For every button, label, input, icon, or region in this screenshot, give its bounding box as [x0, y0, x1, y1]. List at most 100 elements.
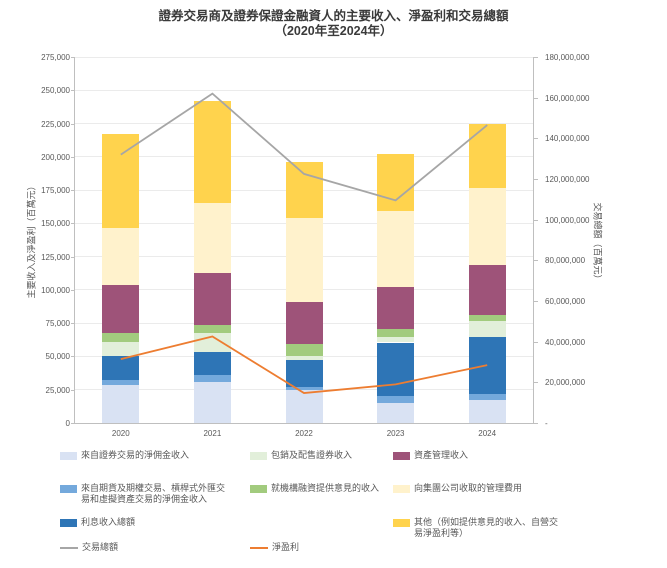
bar-segment	[468, 188, 506, 266]
legend-color-swatch	[393, 452, 410, 460]
legend-row: 來自期貨及期權交易、槓桿式外匯交易和虛擬資產交易的淨佣金收入 就機構融資提供意見的…	[60, 483, 633, 505]
bar-segment	[193, 351, 231, 376]
x-axis-category-label: 2024	[478, 429, 497, 438]
legend-item-s5: 資產管理收入	[393, 450, 633, 461]
legend-item-label: 交易總額	[82, 542, 119, 552]
bar-segment	[468, 393, 506, 401]
legend-row: 來自證券交易的淨佣金收入 包銷及配售證券收入 資產管理收入	[60, 450, 633, 461]
bar-segment	[193, 325, 231, 334]
right-axis-title: 交易總額（百萬元）	[592, 202, 603, 284]
right-axis-tick-label: 20,000,000	[545, 378, 586, 388]
right-axis-tick-label: 180,000,000	[545, 53, 590, 62]
left-axis-tick-label: 275,000	[41, 53, 70, 62]
legend-item-s0: 來自證券交易的淨佣金收入	[60, 450, 250, 461]
left-axis-tick	[71, 90, 75, 92]
legend-row: 利息收入總額 其他（例如提供意見的收入、自營交易淨盈利等）	[60, 517, 633, 539]
x-axis-category-label: 2021	[203, 429, 222, 438]
bar-segment	[193, 381, 231, 423]
legend-color-swatch	[60, 452, 77, 460]
legend-item-label: 包銷及配售證券收入	[271, 450, 353, 460]
legend-item-label: 來自證券交易的淨佣金收入	[81, 450, 190, 460]
bar-segment	[377, 210, 415, 287]
left-axis-tick-label: 0	[65, 419, 70, 428]
legend-color-swatch	[393, 519, 410, 527]
legend-color-swatch	[250, 452, 267, 460]
left-axis-tick	[71, 57, 75, 58]
bar-segment	[285, 359, 323, 388]
right-axis-tick	[534, 219, 538, 221]
left-axis-tick-label: 25,000	[45, 385, 70, 395]
left-axis-tick	[71, 323, 75, 325]
bar-segment	[377, 336, 415, 343]
legend-item-label: 資產管理收入	[414, 450, 469, 460]
bar-segment	[468, 123, 506, 189]
left-axis-tick-label: 75,000	[45, 319, 70, 329]
chart-title-line2: （2020年至2024年）	[274, 24, 393, 38]
left-axis-tick	[71, 223, 75, 225]
legend-item-s3: 包銷及配售證券收入	[250, 450, 393, 461]
right-axis-line	[533, 57, 534, 424]
right-axis-tick-label: 120,000,000	[545, 175, 590, 184]
right-axis-tick-label: 100,000,000	[545, 215, 590, 225]
bar-segment	[193, 100, 231, 204]
legend-item-label: 其他（例如提供意見的收入、自營交易淨盈利等）	[414, 517, 559, 538]
bar-segment	[193, 272, 231, 326]
legend-item-s1: 來自期貨及期權交易、槓桿式外匯交易和虛擬資產交易的淨佣金收入	[60, 483, 250, 505]
gridline	[75, 89, 533, 91]
bar-segment	[468, 315, 506, 321]
bar-segment	[377, 342, 415, 397]
legend-item-s6: 向集團公司收取的管理費用	[393, 483, 633, 505]
bar-segment	[468, 336, 506, 394]
bar-segment	[285, 355, 323, 360]
right-axis-tick	[534, 97, 538, 99]
left-axis-tick	[71, 256, 75, 258]
legend-item-l0: 交易總額	[60, 542, 250, 553]
stacked-bar	[102, 134, 140, 423]
left-axis-tick	[71, 356, 75, 358]
left-axis-tick	[71, 423, 75, 424]
bar-segment	[285, 387, 323, 391]
bar-segment	[285, 218, 323, 302]
bar-segment	[102, 284, 140, 333]
gridline	[75, 123, 533, 125]
stacked-bar	[377, 154, 415, 423]
x-axis-category-label: 2023	[386, 429, 405, 438]
legend-color-swatch	[60, 519, 77, 527]
left-axis-tick-label: 50,000	[45, 352, 70, 362]
gridline	[75, 56, 533, 58]
legend-item-label: 淨盈利	[272, 542, 300, 552]
legend-line-swatch	[250, 547, 268, 549]
bar-segment	[102, 228, 140, 285]
left-axis-tick-label: 250,000	[41, 86, 70, 96]
legend-item-s2: 利息收入總額	[60, 517, 250, 539]
x-axis-category-label: 2020	[111, 429, 130, 438]
bar-segment	[468, 400, 506, 423]
bar-segment	[102, 341, 140, 356]
plot-area	[75, 56, 533, 423]
legend-item-l1: 淨盈利	[250, 542, 393, 553]
right-axis-tick	[534, 138, 538, 140]
legend-item-label: 向集團公司收取的管理費用	[414, 483, 523, 493]
bar-segment	[193, 333, 231, 352]
right-axis-tick	[534, 382, 538, 384]
left-axis-tick-label: 125,000	[41, 252, 70, 262]
legend-item-empty	[250, 517, 393, 539]
bar-segment	[102, 332, 140, 342]
legend-item-s4: 就機構融資提供意見的收入	[250, 483, 393, 505]
legend-line-swatch	[60, 547, 78, 549]
x-axis-category-label: 2022	[295, 429, 313, 438]
left-axis-tick-label: 175,000	[41, 186, 70, 196]
bar-segment	[377, 329, 415, 337]
legend-color-swatch	[393, 485, 410, 493]
left-axis-tick	[71, 289, 75, 291]
legend-item-label: 就機構融資提供意見的收入	[271, 483, 380, 493]
right-axis-tick	[534, 57, 538, 58]
gridline	[75, 156, 533, 158]
left-axis-tick	[71, 190, 75, 192]
right-axis-tick-label: 60,000,000	[545, 297, 586, 306]
bar-segment	[102, 380, 140, 386]
bar-segment	[102, 385, 140, 423]
left-axis-tick-label: 225,000	[41, 119, 70, 129]
legend-color-swatch	[250, 485, 267, 493]
